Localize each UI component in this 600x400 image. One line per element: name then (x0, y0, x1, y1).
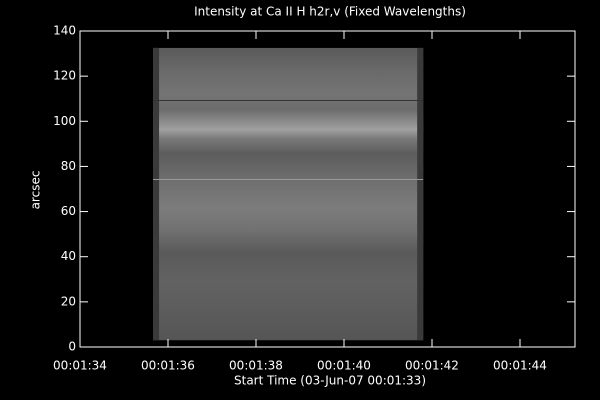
y-tick-label: 0 (68, 340, 76, 354)
x-tick-label: 00:01:34 (53, 359, 107, 373)
image-edge (417, 47, 424, 341)
intensity-image (153, 47, 424, 341)
x-tick-label: 00:01:44 (493, 359, 547, 373)
x-tick-label: 00:01:38 (229, 359, 283, 373)
x-tick-label: 00:01:40 (317, 359, 371, 373)
x-axis-label: Start Time (03-Jun-07 00:01:33) (234, 374, 426, 388)
y-tick-label: 100 (53, 114, 76, 128)
y-tick-label: 120 (53, 69, 76, 83)
y-axis-label: arcsec (29, 171, 43, 210)
x-tick-label: 00:01:36 (141, 359, 195, 373)
image-edge (153, 47, 160, 341)
chart-title: Intensity at Ca II H h2r,v (Fixed Wavele… (194, 5, 466, 19)
y-tick-label: 60 (61, 204, 76, 218)
x-tick-label: 00:01:42 (405, 359, 459, 373)
y-tick-label: 20 (61, 294, 76, 308)
y-tick-label: 140 (53, 24, 76, 38)
y-tick-label: 40 (61, 249, 76, 263)
y-tick-label: 80 (61, 159, 76, 173)
plot-frame (79, 30, 576, 348)
